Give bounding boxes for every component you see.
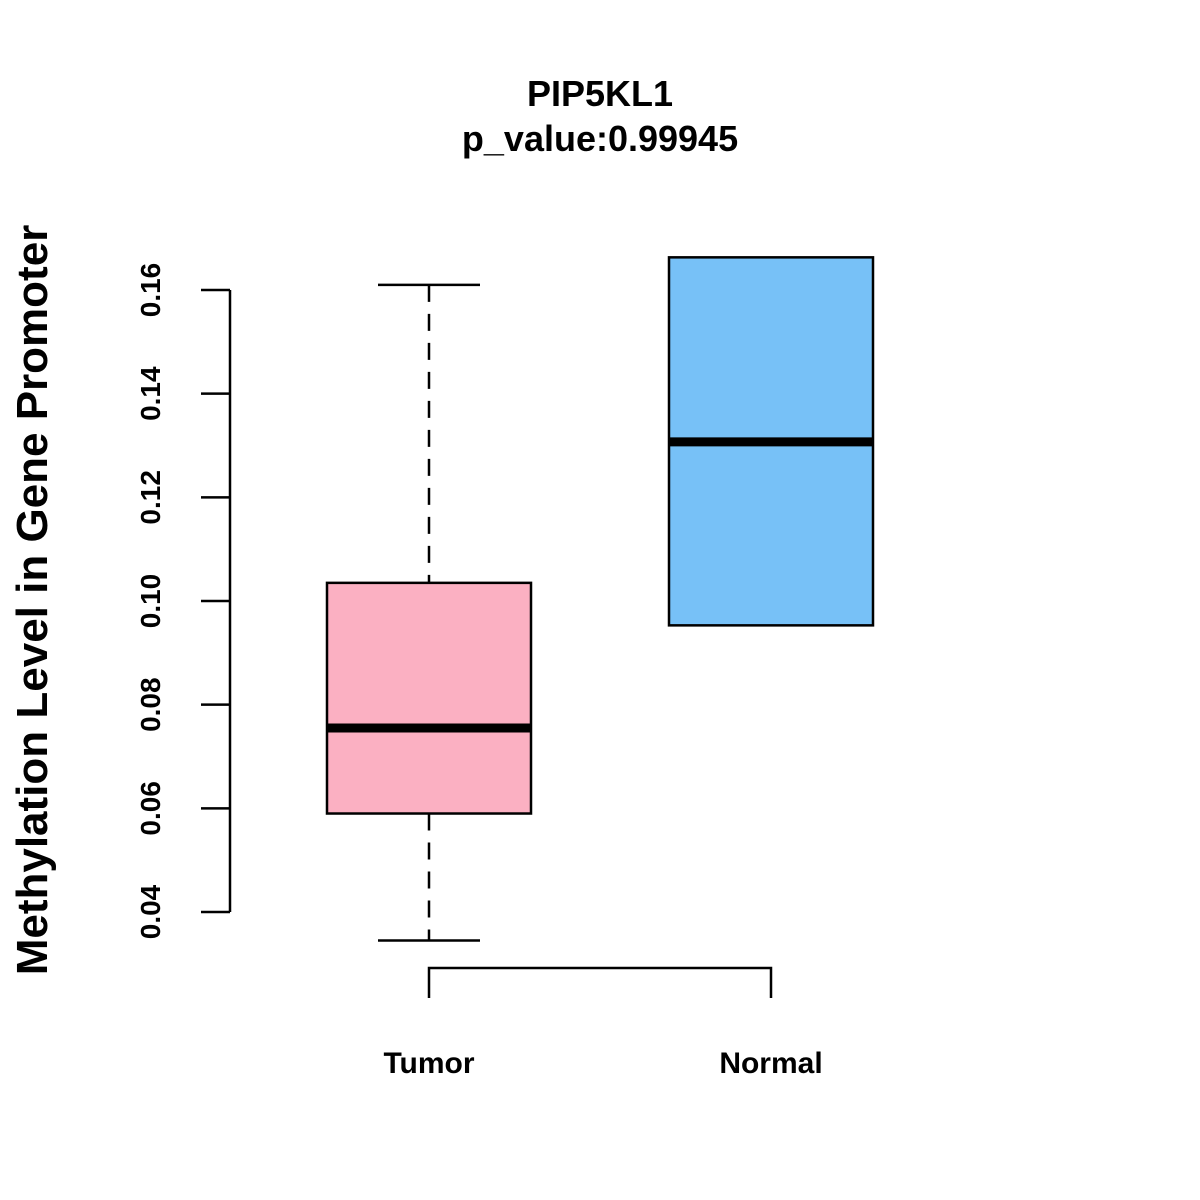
x-axis-labels: Tumor Normal: [383, 1047, 822, 1080]
y-axis-label: Methylation Level in Gene Promoter: [8, 225, 57, 976]
x-label-normal: Normal: [719, 1047, 822, 1080]
y-tick-label: 0.04: [135, 884, 166, 939]
x-label-tumor: Tumor: [383, 1047, 474, 1080]
box-tumor: [325, 283, 533, 942]
y-tick-label: 0.08: [135, 677, 166, 732]
box-normal: [667, 256, 875, 627]
comparison-bracket: [427, 966, 773, 998]
chart-subtitle: p_value:0.99945: [462, 118, 738, 159]
y-tick-label: 0.12: [135, 470, 166, 525]
y-tick-label: 0.10: [135, 574, 166, 629]
y-tick-label: 0.16: [135, 263, 166, 318]
y-tick-label: 0.14: [135, 366, 166, 421]
y-axis: 0.04 0.06 0.08 0.10 0.12 0.14 0.16: [135, 263, 232, 939]
chart-title: PIP5KL1: [527, 73, 673, 114]
bracket-line: [427, 966, 773, 998]
y-tick-label: 0.06: [135, 781, 166, 836]
box-rect: [325, 581, 533, 815]
boxes-group: [325, 256, 875, 942]
